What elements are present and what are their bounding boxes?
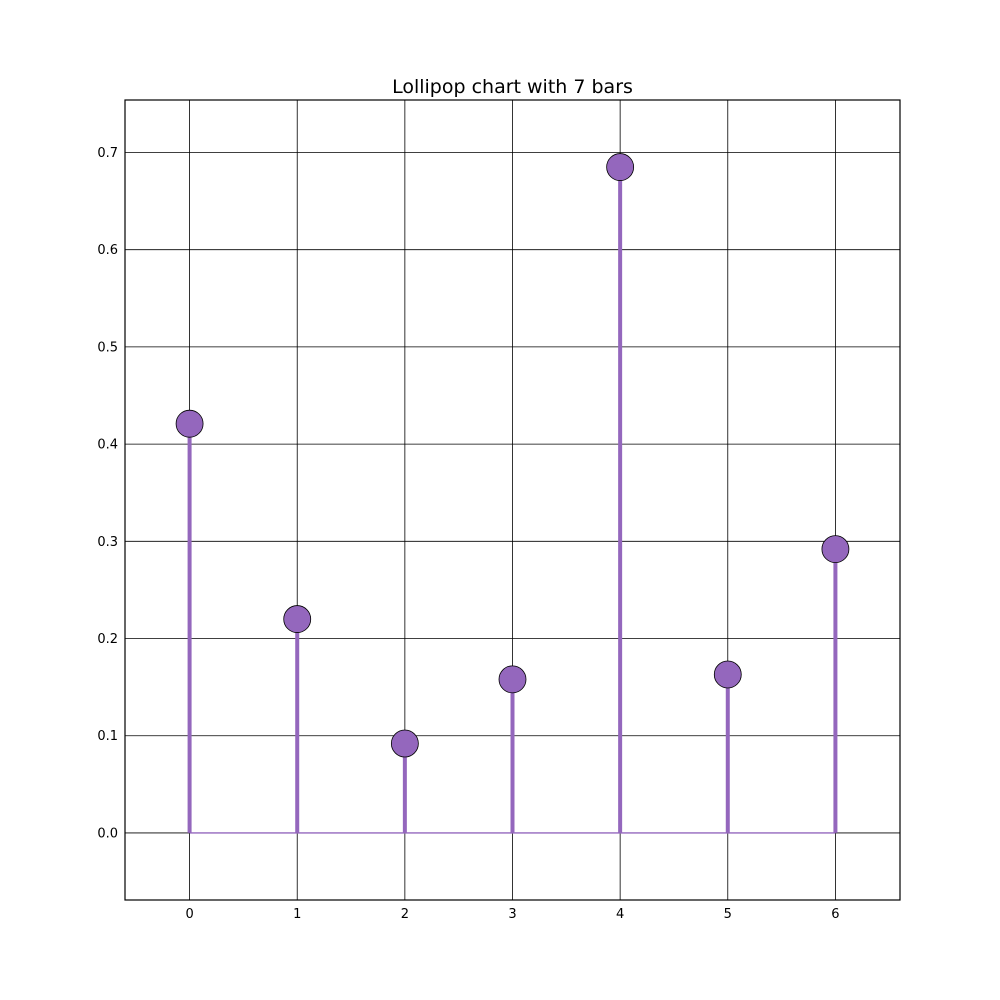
chart-title: Lollipop chart with 7 bars (392, 76, 633, 98)
y-tick-label: 0.5 (97, 340, 118, 355)
y-tick-label: 0.4 (97, 438, 118, 453)
y-tick-label: 0.3 (97, 535, 118, 550)
marker-point (283, 605, 312, 633)
x-tick-label: 2 (401, 907, 409, 922)
marker-point (821, 535, 850, 563)
y-axis-ticks: 0.0 0.1 0.2 0.3 0.4 0.5 0.6 0.7 (97, 146, 118, 841)
x-tick-label: 4 (616, 907, 624, 922)
stems (187, 167, 838, 833)
marker-point (606, 153, 635, 181)
x-tick-label: 1 (293, 907, 301, 922)
y-tick-label: 0.7 (97, 146, 118, 161)
marker-point (498, 665, 527, 694)
y-tick-label: 0.6 (97, 243, 118, 258)
x-tick-label: 5 (724, 907, 732, 922)
y-tick-label: 0.1 (97, 729, 118, 744)
marker-point (175, 409, 204, 438)
markers (175, 153, 850, 758)
y-tick-label: 0.2 (97, 632, 118, 647)
plot-frame (124, 99, 901, 901)
x-tick-label: 6 (831, 907, 839, 922)
y-tick-label: 0.0 (97, 826, 118, 841)
x-tick-label: 3 (508, 907, 516, 922)
marker-point (390, 729, 419, 758)
x-tick-label: 0 (185, 907, 193, 922)
marker-point (713, 660, 742, 689)
x-axis-ticks: 0 1 2 3 4 5 6 (185, 907, 839, 922)
